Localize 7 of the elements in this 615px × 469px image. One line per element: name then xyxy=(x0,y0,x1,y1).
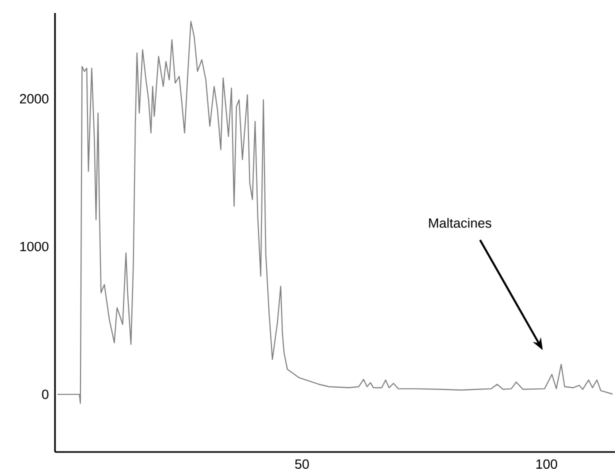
y-tick-label: 0 xyxy=(42,390,48,400)
x-tick-label: 100 xyxy=(536,459,558,469)
line-series xyxy=(56,20,614,404)
x-tick-label: 50 xyxy=(295,459,309,469)
y-tick-label: 1000 xyxy=(20,242,48,252)
y-tick-label: 2000 xyxy=(20,94,48,104)
annotation: Maltacines xyxy=(429,218,492,228)
